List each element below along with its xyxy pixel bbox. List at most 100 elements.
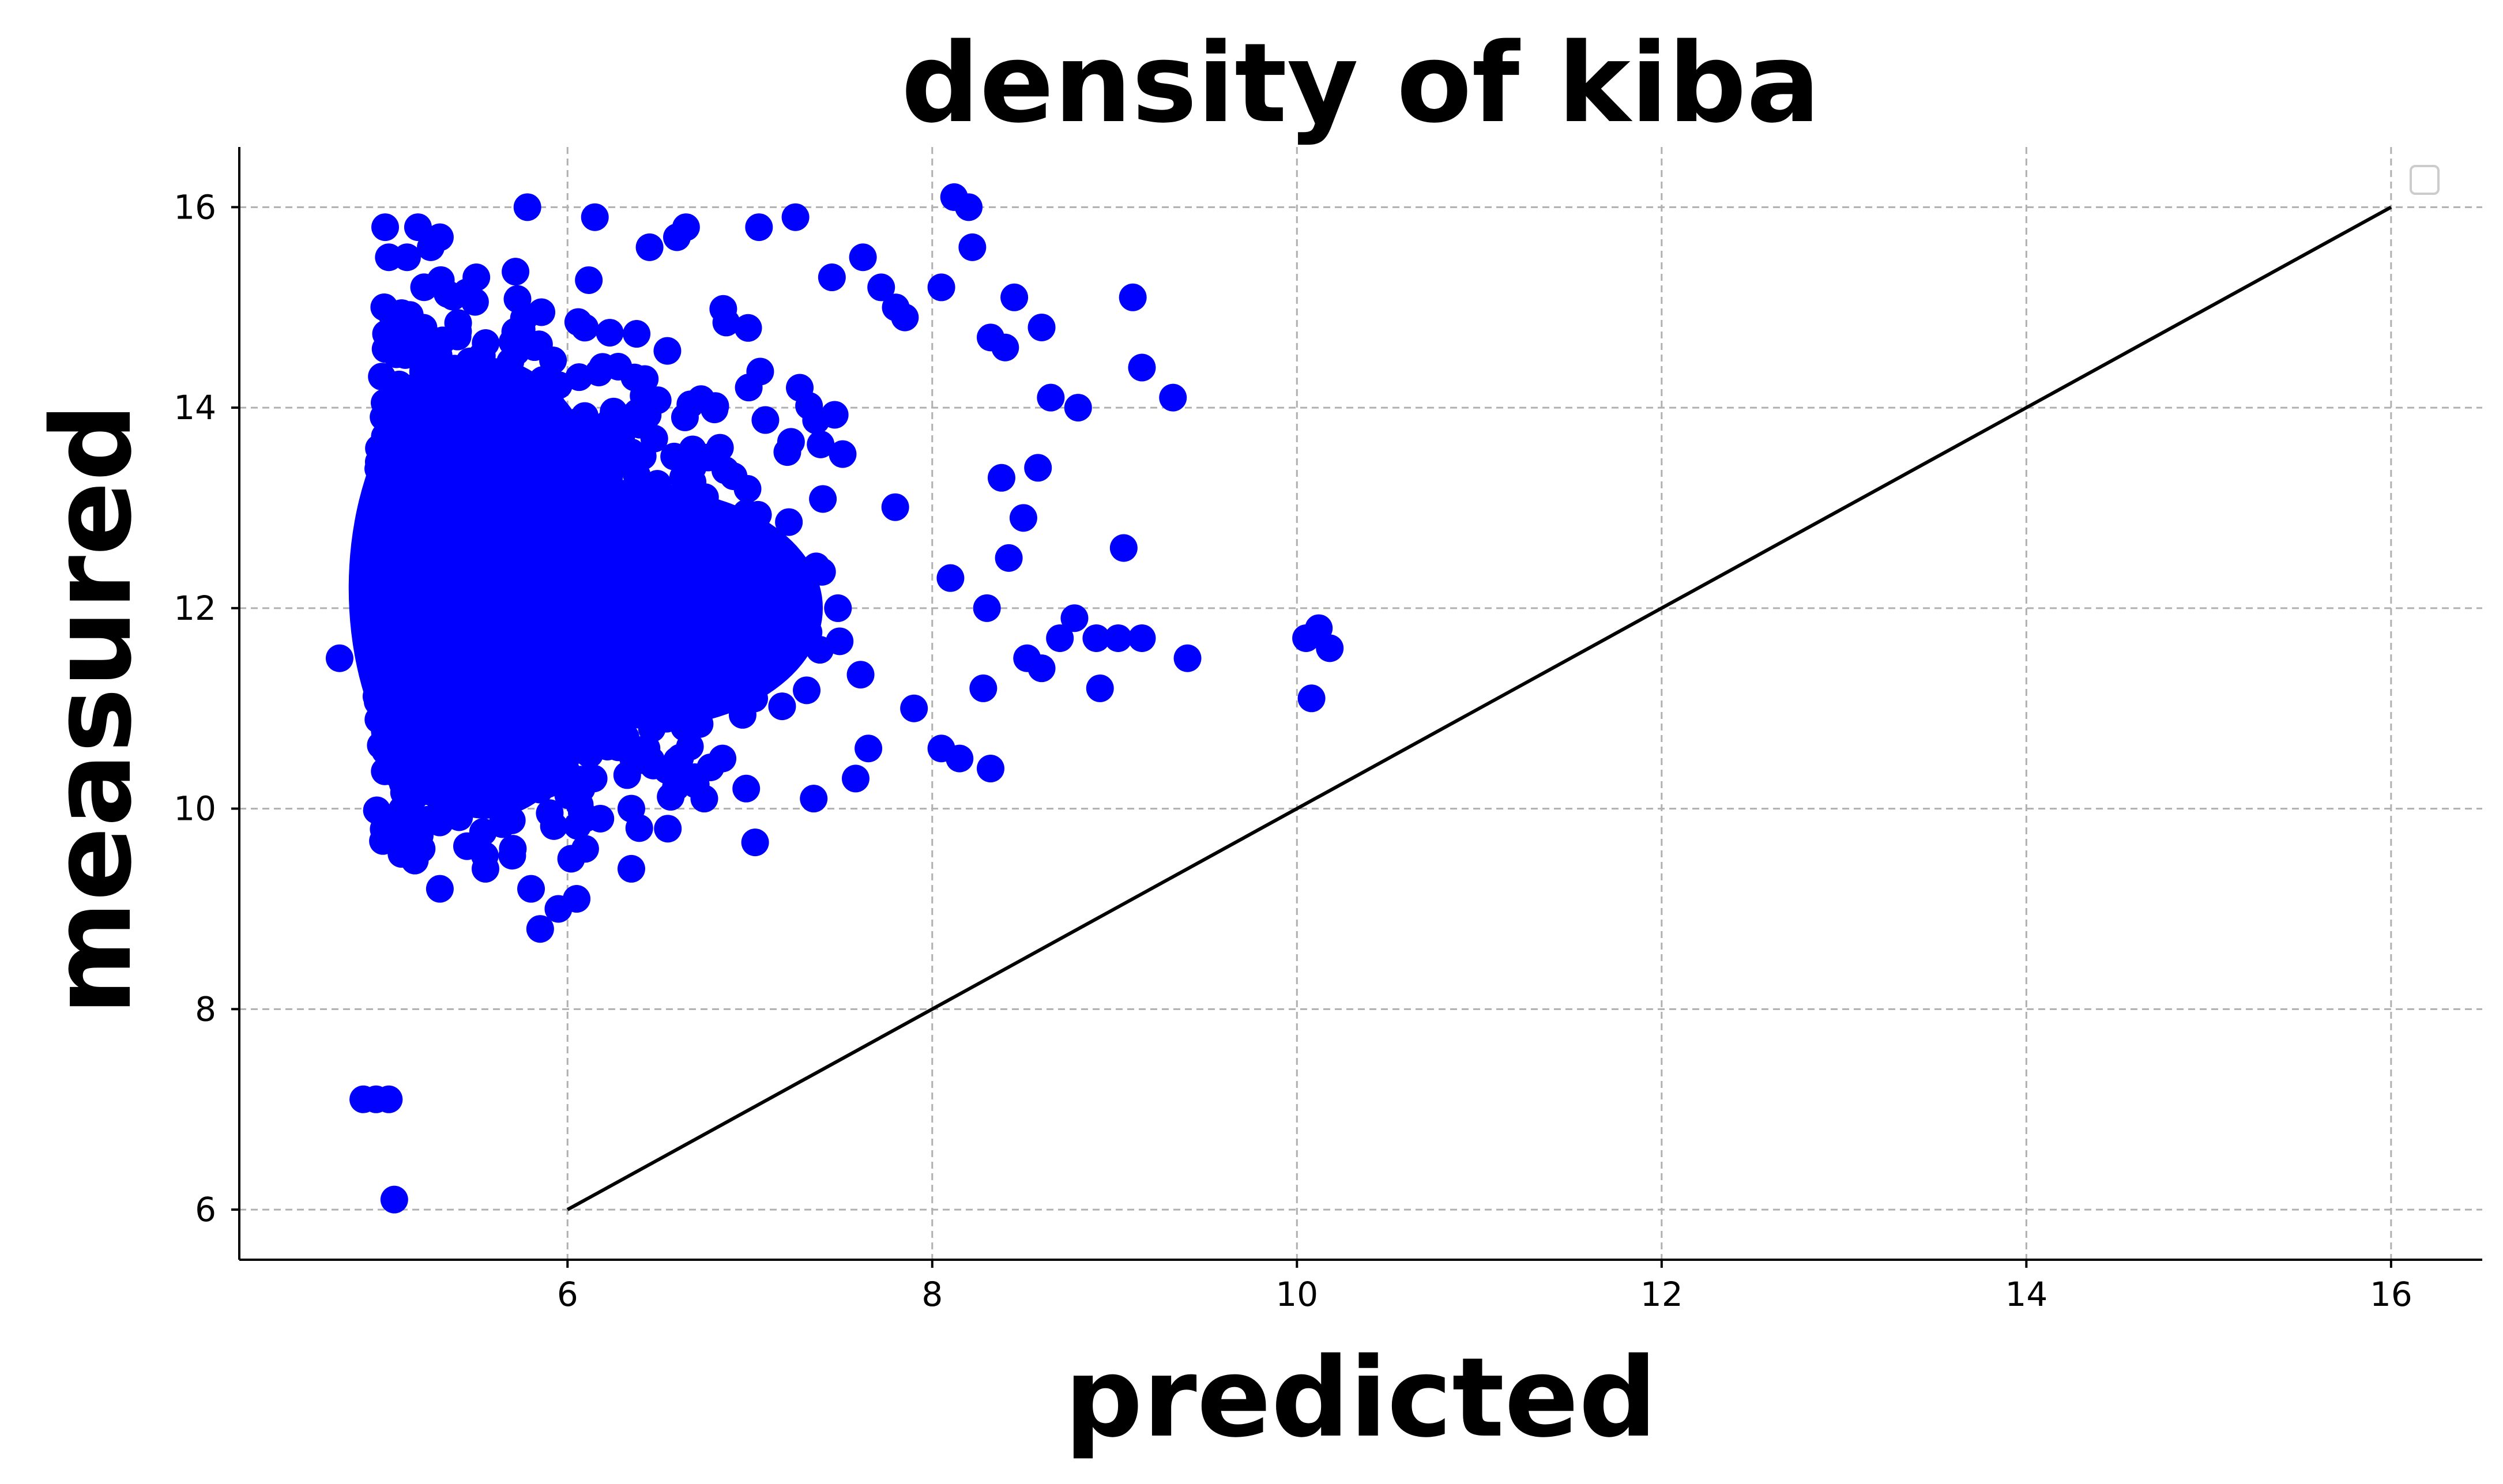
scatter-point	[946, 744, 974, 773]
scatter-point	[1009, 504, 1037, 532]
x-tick-label: 10	[1275, 1275, 1318, 1314]
scatter-point	[472, 329, 500, 357]
scatter-point	[1082, 624, 1111, 652]
scatter-point	[656, 755, 684, 784]
scatter-point	[991, 333, 1019, 361]
scatter-point	[536, 799, 564, 827]
scatter-point	[502, 258, 530, 286]
scatter-point	[777, 428, 805, 456]
scatter-point	[368, 363, 396, 391]
scatter-point	[617, 794, 645, 823]
scatter-point	[793, 676, 821, 705]
scatter-point	[820, 401, 849, 429]
scatter-point	[1173, 644, 1202, 672]
scatter-point	[370, 803, 398, 831]
x-tick-label: 6	[557, 1275, 578, 1314]
scatter-point	[1159, 383, 1187, 412]
scatter-point	[623, 320, 651, 348]
scatter-point	[635, 233, 664, 261]
scatter-point	[824, 594, 852, 622]
scatter-point	[1128, 624, 1156, 652]
scatter-point	[1027, 654, 1056, 683]
scatter-point	[841, 764, 870, 793]
scatter-point	[818, 263, 846, 292]
legend-box	[2410, 165, 2440, 195]
scatter-point	[581, 203, 609, 231]
scatter-point	[628, 746, 656, 774]
x-tick-label: 12	[1640, 1275, 1683, 1314]
scatter-point	[936, 564, 965, 592]
scatter-point	[867, 273, 895, 302]
scatter-point	[768, 692, 796, 721]
scatter-point	[325, 644, 353, 672]
scatter-point	[881, 493, 909, 521]
x-tick-label: 16	[2370, 1275, 2412, 1314]
scatter-point	[955, 193, 983, 221]
scatter-point	[1037, 383, 1065, 412]
scatter-point	[503, 285, 532, 313]
scatter-point	[690, 785, 718, 813]
scatter-point	[557, 845, 585, 873]
scatter-point	[380, 1185, 408, 1214]
scatter-point	[1060, 604, 1089, 632]
scatter-point	[800, 785, 828, 813]
scatter-point	[781, 203, 810, 231]
scatter-point	[829, 440, 857, 468]
dense-cloud-core	[458, 488, 823, 729]
scatter-point	[526, 915, 554, 943]
scatter-point	[564, 308, 592, 336]
scatter-point	[1027, 313, 1056, 341]
scatter-point	[498, 328, 526, 356]
scatter-point	[1046, 624, 1074, 652]
scatter-point	[660, 442, 688, 470]
scatter-point	[428, 326, 457, 355]
scatter-point	[751, 406, 780, 434]
scatter-point	[1104, 624, 1132, 652]
scatter-point	[701, 396, 729, 424]
scatter-point	[676, 732, 704, 760]
scatter-point	[741, 828, 769, 857]
scatter-point	[617, 854, 645, 883]
scatter-point	[795, 392, 823, 420]
scatter-point	[709, 295, 737, 323]
scatter-point	[596, 319, 624, 347]
scatter-point	[672, 213, 700, 242]
scatter-point	[846, 661, 875, 689]
scatter-point	[900, 694, 928, 722]
reference-line	[566, 205, 2392, 1211]
x-tick-label: 8	[921, 1275, 943, 1314]
scatter-point	[631, 365, 659, 393]
scatter-point	[471, 854, 499, 883]
scatter-point	[995, 544, 1023, 572]
scatter-point	[653, 337, 682, 365]
scatter-point	[566, 790, 594, 819]
scatter-point	[617, 403, 645, 431]
scatter-point	[408, 835, 436, 863]
scatter-points	[325, 183, 1344, 1214]
axes	[231, 147, 2482, 1268]
scatter-point	[565, 363, 593, 391]
scatter-point	[1316, 634, 1344, 662]
scatter-point	[453, 832, 481, 860]
scatter-point	[426, 875, 454, 903]
scatter-point	[591, 725, 619, 753]
y-tick-label: 16	[174, 187, 216, 227]
tick-labels: 6 8 10 12 14 16 6 8 10 12 14 16	[174, 187, 2412, 1314]
scatter-point	[987, 464, 1015, 492]
scatter-point	[745, 213, 773, 242]
dense-point-cloud	[348, 258, 909, 875]
scatter-point	[1109, 534, 1138, 562]
scatter-point	[709, 744, 737, 773]
scatter-point	[1119, 283, 1147, 311]
scatter-point	[694, 443, 722, 472]
reference-line-layer	[566, 205, 2392, 1211]
scatter-point	[657, 783, 685, 811]
scatter-point	[849, 243, 877, 272]
scatter-point	[563, 812, 592, 840]
scatter-point	[604, 353, 633, 381]
scatter-point	[1128, 353, 1156, 382]
scatter-point	[462, 263, 491, 292]
scatter-point	[671, 403, 699, 431]
